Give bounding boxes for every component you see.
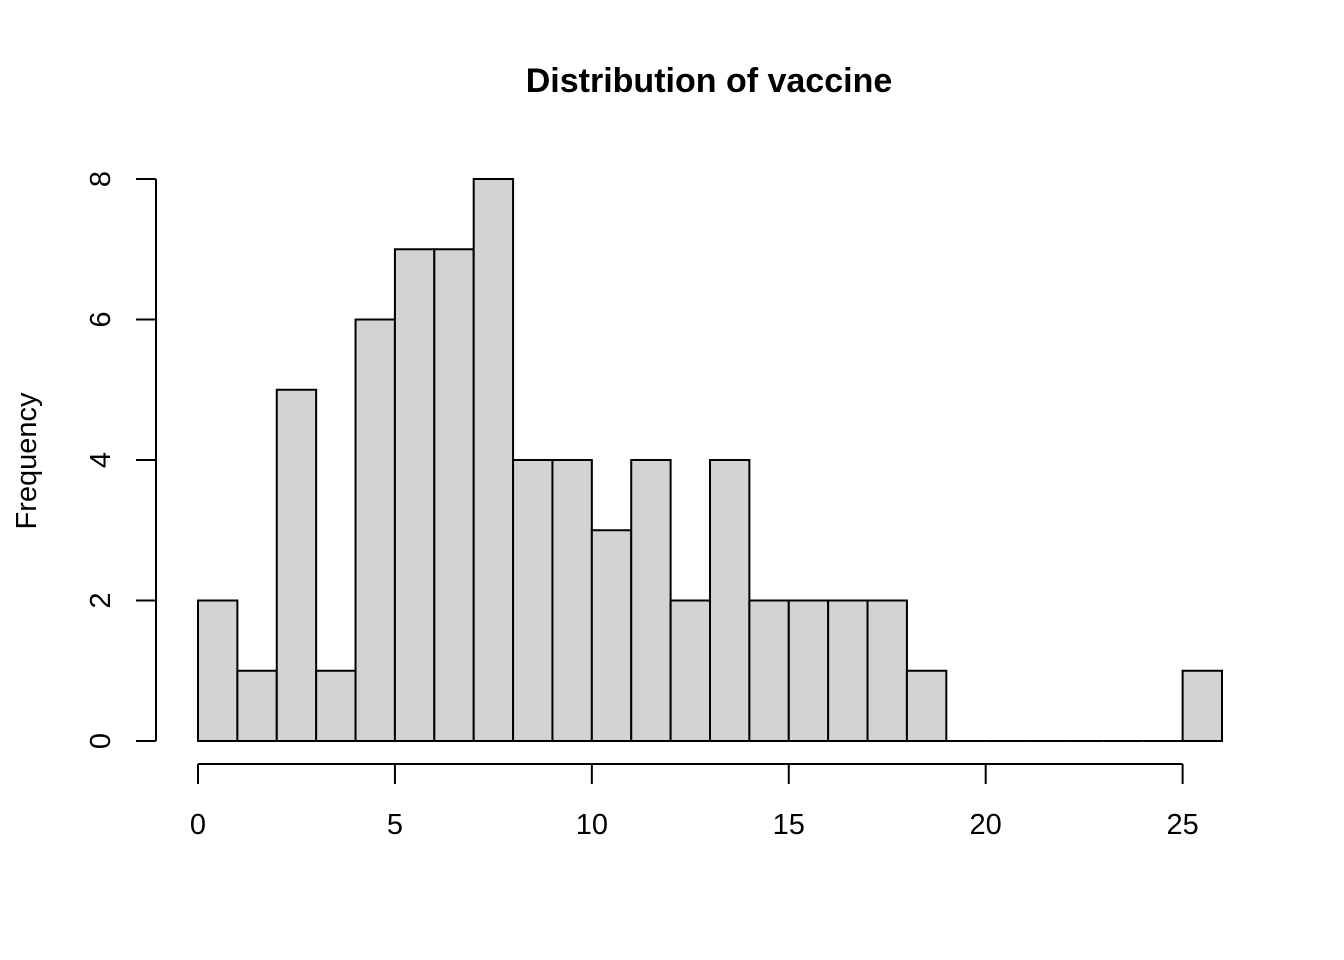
y-tick-label: 4 [85, 452, 117, 468]
chart-title: Distribution of vaccine [526, 62, 893, 100]
histogram-bar [866, 599, 908, 742]
histogram-bar [551, 459, 593, 742]
histogram-bar [709, 459, 751, 742]
histogram-bar [236, 669, 278, 742]
histogram-bar [433, 248, 475, 742]
y-axis-label: Frequency [11, 392, 43, 530]
y-tick-label: 0 [85, 733, 117, 749]
histogram-bar [275, 388, 318, 742]
histogram-bar [1181, 669, 1223, 742]
x-tick-label: 0 [190, 809, 206, 841]
histogram-bar [748, 599, 790, 742]
histogram-bar [787, 599, 830, 742]
histogram-bar [472, 178, 515, 742]
histogram-bar [393, 248, 436, 742]
y-tick-label: 6 [85, 311, 117, 327]
histogram-bar [590, 529, 633, 742]
x-tick-label: 25 [1166, 809, 1198, 841]
x-tick-label: 15 [773, 809, 805, 841]
bars-group [197, 178, 1223, 742]
x-tick-label: 20 [970, 809, 1002, 841]
histogram-bar [905, 669, 948, 742]
histogram-bar [669, 599, 711, 742]
histogram-bar [315, 669, 357, 742]
y-tick-label: 2 [85, 592, 117, 608]
x-tick-label: 5 [387, 809, 403, 841]
histogram-bar [827, 599, 869, 742]
x-axis: 0 5 10 15 20 25 [190, 763, 1199, 841]
histogram-bar [512, 459, 554, 742]
histogram-bar [197, 599, 239, 742]
x-tick-label: 10 [576, 809, 608, 841]
y-axis: 0 2 4 6 8 [85, 171, 157, 749]
y-tick-label: 8 [85, 171, 117, 187]
histogram-bar [630, 459, 672, 742]
histogram-bar [354, 318, 396, 742]
